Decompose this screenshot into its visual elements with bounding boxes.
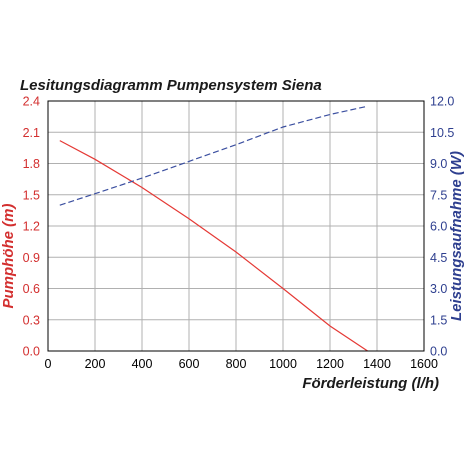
y-right-tick-label: 7.5 <box>430 188 447 202</box>
y-left-tick-labels: 0.0 0.3 0.6 0.9 1.2 1.5 1.8 2.1 2.4 <box>23 95 40 359</box>
y-left-tick-label: 2.4 <box>23 95 40 109</box>
y-right-tick-label: 3.0 <box>430 282 447 296</box>
x-tick-label: 1400 <box>363 357 391 371</box>
y-right-tick-labels: 0.0 1.5 3.0 4.5 6.0 7.5 9.0 10.5 12.0 <box>430 95 454 359</box>
x-tick-labels: 0 200 400 600 800 1000 1200 1400 1600 <box>45 357 438 371</box>
y-right-tick-label: 9.0 <box>430 157 447 171</box>
x-tick-label: 400 <box>132 357 153 371</box>
y-left-tick-label: 0.9 <box>23 251 40 265</box>
y-left-tick-label: 1.8 <box>23 157 40 171</box>
y-right-tick-label: 12.0 <box>430 95 454 109</box>
y-right-axis-label: Leistungsaufnahme (W) <box>448 151 465 321</box>
y-left-tick-label: 0.0 <box>23 345 40 359</box>
y-right-tick-label: 10.5 <box>430 126 454 140</box>
x-tick-label: 600 <box>179 357 200 371</box>
y-left-axis-label: Pumphöhe (m) <box>0 204 17 309</box>
x-tick-label: 1000 <box>269 357 297 371</box>
x-axis-label: Förderleistung (l/h) <box>302 375 439 392</box>
y-left-tick-label: 0.3 <box>23 313 40 327</box>
power-consumption-line <box>59 105 368 206</box>
y-right-tick-label: 6.0 <box>430 220 447 234</box>
grid-lines <box>47 100 425 352</box>
y-left-tick-label: 1.2 <box>23 220 40 234</box>
y-left-tick-label: 1.5 <box>23 188 40 202</box>
x-tick-label: 1600 <box>410 357 438 371</box>
pump-head-line <box>59 140 368 352</box>
plot-frame <box>47 100 425 352</box>
x-tick-label: 0 <box>45 357 52 371</box>
y-left-tick-label: 2.1 <box>23 126 40 140</box>
y-right-tick-label: 1.5 <box>430 313 447 327</box>
y-right-tick-label: 4.5 <box>430 251 447 265</box>
y-left-tick-label: 0.6 <box>23 282 40 296</box>
chart-title: Lesitungsdiagramm Pumpensystem Siena <box>20 77 322 94</box>
x-tick-label: 200 <box>85 357 106 371</box>
data-series <box>59 105 368 352</box>
x-tick-label: 800 <box>226 357 247 371</box>
y-right-tick-label: 0.0 <box>430 345 447 359</box>
x-tick-label: 1200 <box>316 357 344 371</box>
